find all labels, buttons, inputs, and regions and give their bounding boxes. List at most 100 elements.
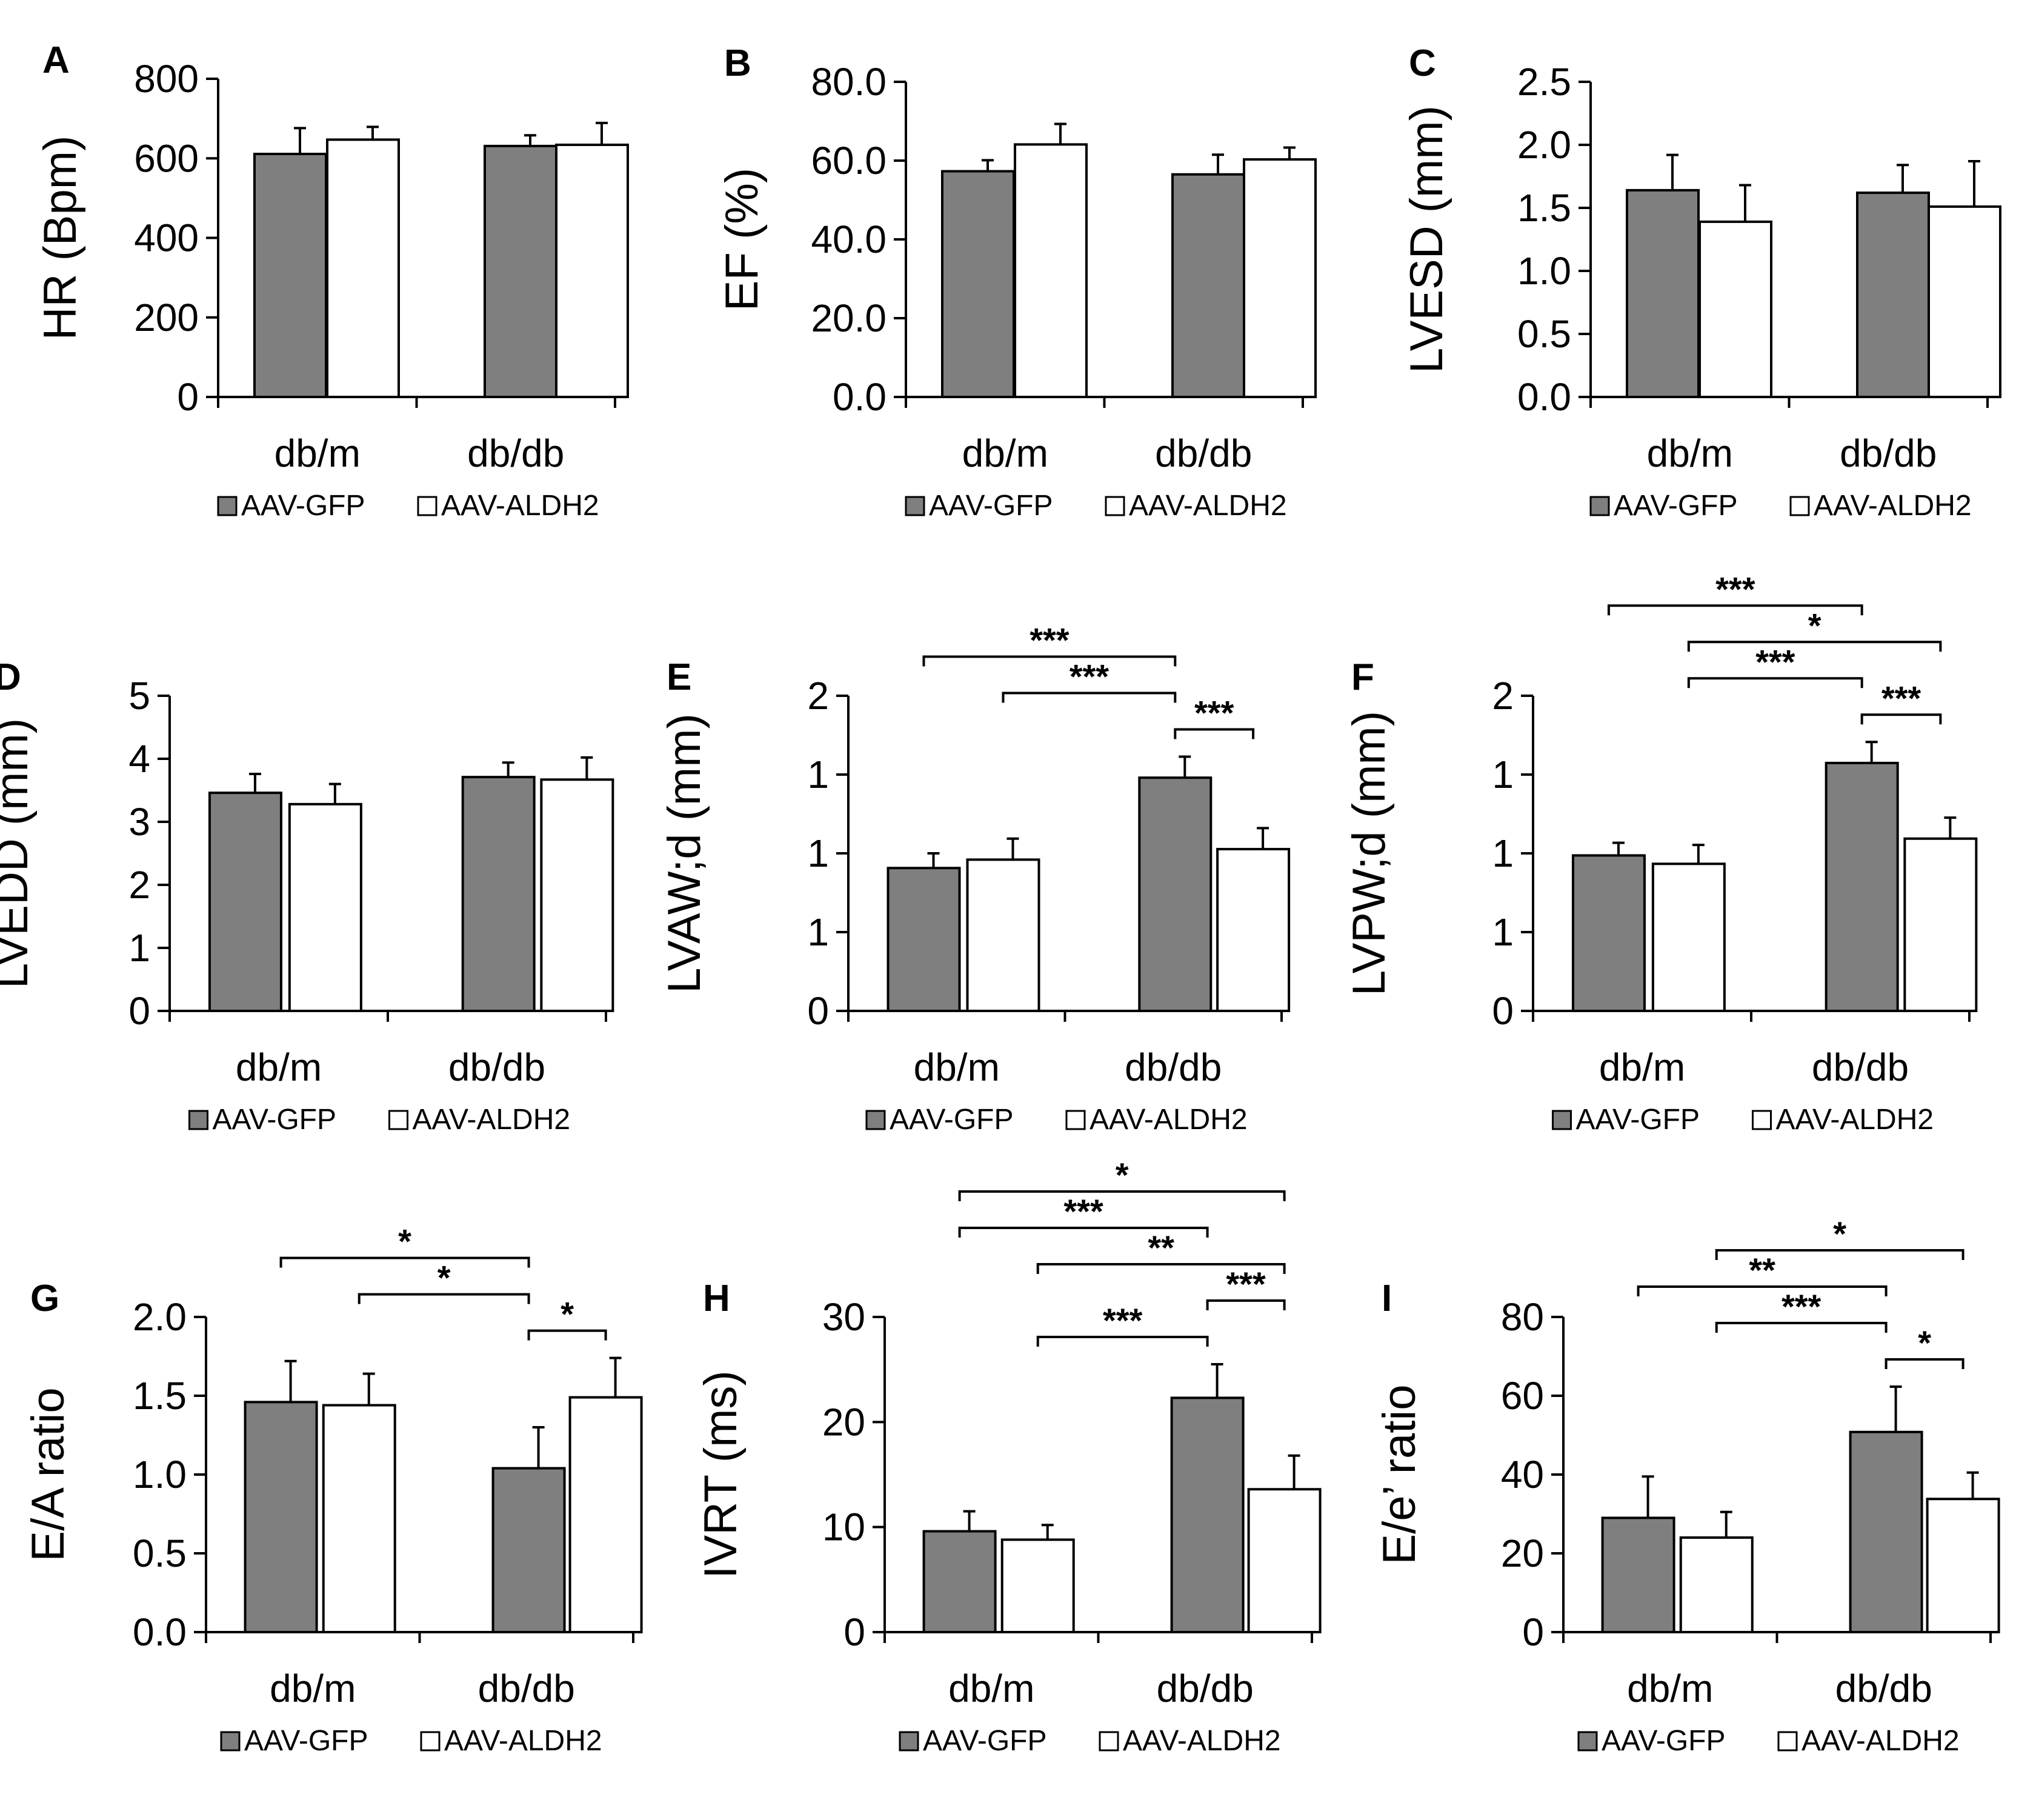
bar-e-gfp-dbdb bbox=[1138, 776, 1213, 1012]
legend-swatch-gfp bbox=[217, 496, 238, 516]
legend-label-gfp: AAV-GFP bbox=[244, 1725, 368, 1757]
y-tick-label-i: 0 bbox=[1522, 1610, 1544, 1654]
x-tick-label-d: db/db bbox=[448, 1045, 545, 1089]
bar-g-gfp-dbdb bbox=[491, 1467, 566, 1634]
panel-c: C 0.0 0.5 1.0 1.5 2.0 2.5 LVESD (mm) db/m db/db AA… bbox=[1401, 42, 2001, 522]
y-tick-label-g: 0.0 bbox=[133, 1610, 187, 1654]
y-tick-label-e: 1 bbox=[807, 832, 829, 875]
y-tick-label-b: 0.0 bbox=[833, 375, 887, 419]
significance-label-h: *** bbox=[1103, 1301, 1143, 1339]
panel-letter-a: A bbox=[42, 39, 70, 81]
bar-i-gfp-dbm bbox=[1601, 1516, 1675, 1633]
legend-swatch-gfp bbox=[865, 1110, 886, 1130]
bar-d-aldh2-dbm bbox=[288, 802, 362, 1012]
legend-swatch-gfp bbox=[188, 1110, 208, 1130]
bar-f-aldh2-dbdb bbox=[1903, 837, 1978, 1012]
bar-e-aldh2-dbdb bbox=[1216, 848, 1291, 1012]
y-axis-label-g: E/A ratio bbox=[22, 1387, 74, 1561]
legend-label-aldh2: AAV-ALDH2 bbox=[413, 1104, 571, 1136]
bar-d-aldh2-dbdb bbox=[540, 778, 614, 1012]
x-tick-label-e: db/db bbox=[1125, 1045, 1222, 1089]
y-tick-label-b: 20.0 bbox=[811, 296, 887, 340]
bar-i-gfp-dbdb bbox=[1849, 1430, 1923, 1634]
bar-g-gfp-dbm bbox=[244, 1401, 318, 1633]
legend-swatch-aldh2 bbox=[1789, 496, 1810, 516]
legend-label-gfp: AAV-GFP bbox=[929, 490, 1053, 522]
y-tick-label-g: 1.5 bbox=[133, 1374, 187, 1418]
x-tick-label-i: db/db bbox=[1835, 1667, 1932, 1710]
significance-bracket-i bbox=[1637, 1285, 1888, 1297]
bar-f-gfp-dbdb bbox=[1825, 761, 1899, 1013]
y-tick-label-c: 0.5 bbox=[1517, 312, 1571, 356]
significance-bracket-e bbox=[1002, 692, 1177, 703]
legend-label-aldh2: AAV-ALDH2 bbox=[441, 490, 599, 522]
significance-bracket-g bbox=[358, 1293, 530, 1304]
legend-swatch-gfp bbox=[905, 496, 925, 516]
y-tick-label-b: 60.0 bbox=[811, 139, 887, 182]
x-tick-label-h: db/db bbox=[1157, 1667, 1254, 1710]
y-tick-label-d: 2 bbox=[128, 863, 150, 907]
legend-label-gfp: AAV-GFP bbox=[923, 1725, 1047, 1757]
legend-swatch-aldh2 bbox=[417, 496, 437, 516]
legend-swatch-aldh2 bbox=[420, 1731, 441, 1752]
bar-d-gfp-dbm bbox=[208, 792, 282, 1013]
significance-label-h: *** bbox=[1226, 1265, 1266, 1303]
y-tick-label-c: 1.0 bbox=[1517, 249, 1571, 293]
bar-f-aldh2-dbm bbox=[1651, 862, 1726, 1013]
panel-letter-e: E bbox=[667, 656, 691, 698]
legend-label-gfp: AAV-GFP bbox=[1614, 490, 1738, 522]
x-tick-label-f: db/m bbox=[1599, 1045, 1685, 1089]
panel-g: G 0.0 0.5 1.0 1.5 2.0 E/A ratio db/m db/db * * * AAV… bbox=[22, 1222, 643, 1757]
x-tick-label-f: db/db bbox=[1812, 1045, 1909, 1089]
x-tick-label-d: db/m bbox=[236, 1045, 322, 1089]
y-tick-label-d: 5 bbox=[128, 674, 150, 718]
legend-label-gfp: AAV-GFP bbox=[1602, 1725, 1726, 1757]
significance-label-e: *** bbox=[1194, 694, 1234, 732]
y-tick-label-d: 1 bbox=[128, 926, 150, 970]
legend-label-aldh2: AAV-ALDH2 bbox=[444, 1725, 602, 1757]
y-tick-label-d: 3 bbox=[128, 800, 150, 844]
x-tick-label-c: db/m bbox=[1647, 432, 1733, 475]
y-axis-label-d: LVEDD (mm) bbox=[0, 718, 38, 988]
legend-swatch-aldh2 bbox=[1777, 1731, 1798, 1752]
y-tick-label-i: 40 bbox=[1501, 1453, 1544, 1496]
x-tick-label-h: db/m bbox=[948, 1667, 1034, 1710]
legend-label-aldh2: AAV-ALDH2 bbox=[1123, 1725, 1281, 1757]
legend-swatch-gfp bbox=[1589, 496, 1610, 516]
bar-b-gfp-dbm bbox=[941, 170, 1015, 398]
y-tick-label-f: 1 bbox=[1492, 832, 1514, 875]
legend-swatch-aldh2 bbox=[1752, 1110, 1772, 1130]
x-tick-label-g: db/db bbox=[478, 1667, 575, 1710]
bar-b-gfp-dbdb bbox=[1171, 173, 1245, 398]
bar-i-aldh2-dbm bbox=[1679, 1536, 1754, 1633]
y-tick-label-g: 1.0 bbox=[133, 1453, 187, 1496]
y-tick-label-h: 20 bbox=[822, 1400, 865, 1444]
significance-bracket-f bbox=[1860, 713, 1942, 725]
y-axis-label-c: LVESD (mm) bbox=[1401, 105, 1452, 373]
significance-label-g: * bbox=[398, 1222, 411, 1261]
x-tick-label-a: db/db bbox=[467, 432, 564, 475]
significance-bracket-h bbox=[958, 1190, 1286, 1201]
bar-a-gfp-dbm bbox=[253, 153, 327, 398]
x-tick-label-a: db/m bbox=[274, 432, 361, 475]
y-tick-label-i: 60 bbox=[1501, 1374, 1544, 1418]
bar-c-gfp-dbm bbox=[1626, 188, 1700, 398]
x-tick-label-c: db/db bbox=[1840, 432, 1937, 475]
significance-bracket-i bbox=[1715, 1322, 1888, 1333]
y-tick-label-i: 20 bbox=[1501, 1532, 1544, 1575]
y-tick-label-a: 0 bbox=[177, 375, 199, 419]
y-tick-label-e: 1 bbox=[807, 910, 829, 954]
legend-label-gfp: AAV-GFP bbox=[890, 1104, 1014, 1136]
significance-label-i: * bbox=[1833, 1215, 1846, 1253]
legend-label-aldh2: AAV-ALDH2 bbox=[1129, 490, 1287, 522]
bar-h-gfp-dbdb bbox=[1170, 1396, 1245, 1633]
panel-letter-b: B bbox=[724, 42, 751, 84]
legend-label-aldh2: AAV-ALDH2 bbox=[1776, 1104, 1934, 1136]
significance-label-e: *** bbox=[1030, 621, 1070, 659]
x-tick-label-e: db/m bbox=[914, 1045, 1000, 1089]
significance-bracket-e bbox=[1174, 728, 1255, 739]
bar-g-aldh2-dbdb bbox=[568, 1396, 643, 1634]
bar-b-aldh2-dbm bbox=[1014, 143, 1088, 398]
